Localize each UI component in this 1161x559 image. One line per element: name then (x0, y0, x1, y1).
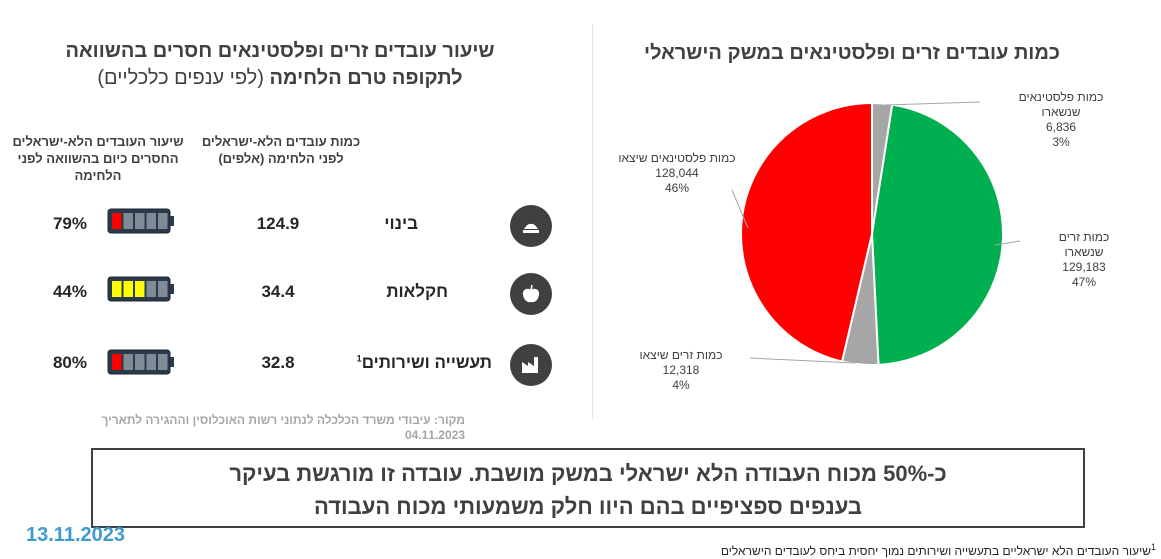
pie-slice-palestinians-left (740, 101, 873, 363)
pie-chart (731, 101, 1020, 366)
battery-segment (123, 281, 133, 297)
pie-chart-title: כמות עובדים זרים ופלסטינאים במשק הישראלי (644, 42, 1060, 64)
pie-leader-line (884, 101, 981, 106)
battery-segment (123, 213, 133, 229)
pie-label-palestinians-left: כמות פלסטינאים שיצאו 128,044 46% (618, 151, 736, 195)
battery-gauge-industry (107, 349, 174, 375)
battery-segment (158, 281, 168, 297)
left-title-sub: (לפי ענפים כלכליים) (97, 67, 264, 89)
battery-segment (146, 281, 156, 297)
row-name-industry: תעשייה ושירותים1 (356, 353, 492, 372)
footnote: 1שיעור העובדים הלא ישראליים בתעשייה ושיר… (720, 542, 1156, 558)
battery-segment (112, 213, 122, 229)
battery-segment (135, 281, 145, 297)
left-title-line2: לתקופה טרם הלחימה (לפי ענפים כלכליים) (40, 65, 520, 92)
battery-segment (146, 354, 156, 370)
battery-segment (158, 354, 168, 370)
pie-leader-line (749, 357, 856, 364)
column-header-count: כמות עובדים הלא-ישראלים לפני הלחימה (אלפ… (201, 134, 361, 166)
construction-icon (510, 205, 552, 247)
left-title-line1: שיעור עובדים זרים ופלסטינאים חסרים בהשוו… (65, 40, 495, 62)
callout-line2: בענפים ספציפיים בהם היוו חלק משמעותי מכו… (313, 494, 863, 519)
row-value-industry: 32.8 (261, 353, 295, 372)
battery-segment (135, 354, 145, 370)
battery-segment (135, 213, 145, 229)
report-date: 13.11.2023 (26, 524, 125, 546)
factory-icon (510, 344, 552, 386)
pie-leader-line (994, 240, 1020, 246)
row-pct-construction: 79% (52, 214, 87, 233)
left-panel-title: שיעור עובדים זרים ופלסטינאים חסרים בהשוו… (40, 38, 520, 92)
callout-line1: כ-50% מכוח העבודה הלא ישראלי במשק מושבת.… (229, 461, 947, 486)
pie-label-foreigners-remained: כמות זרים שנשארו 129,183 47% (1058, 230, 1110, 289)
battery-tip (170, 284, 174, 294)
battery-gauge-agriculture (107, 276, 174, 302)
row-value-agriculture: 34.4 (261, 282, 295, 301)
row-pct-industry: 80% (52, 353, 87, 372)
battery-gauge-construction (107, 208, 174, 234)
battery-segment (123, 354, 133, 370)
row-name-construction: בינוי (384, 214, 418, 233)
pie-label-palestinians-remained: כמות פלסטינאים שנשארו 6,836 3% (1018, 90, 1104, 149)
row-name-agriculture: חקלאות (386, 282, 448, 301)
column-header-shortage: שיעור העובדים הלא-ישראלים החסרים כיום בה… (12, 134, 184, 183)
pie-slice-foreigners-remained (870, 103, 1004, 366)
apple-icon (510, 273, 552, 315)
battery-segment (112, 281, 122, 297)
row-value-construction: 124.9 (256, 214, 300, 233)
battery-segment (158, 213, 168, 229)
pie-label-foreigners-left: כמות זרים שיצאו 12,318 4% (639, 348, 723, 392)
panel-divider (592, 24, 593, 419)
left-title-bold: לתקופה טרם הלחימה (269, 67, 463, 89)
source-note: מקור: עיבודי משרד הכלכלה לנתוני רשות האו… (101, 413, 465, 442)
battery-segment (146, 213, 156, 229)
row-pct-agriculture: 44% (52, 282, 87, 301)
summary-callout: כ-50% מכוח העבודה הלא ישראלי במשק מושבת.… (91, 448, 1085, 528)
battery-tip (170, 216, 174, 226)
pie-leader-line (731, 189, 749, 229)
battery-tip (170, 357, 174, 367)
battery-segment (112, 354, 122, 370)
